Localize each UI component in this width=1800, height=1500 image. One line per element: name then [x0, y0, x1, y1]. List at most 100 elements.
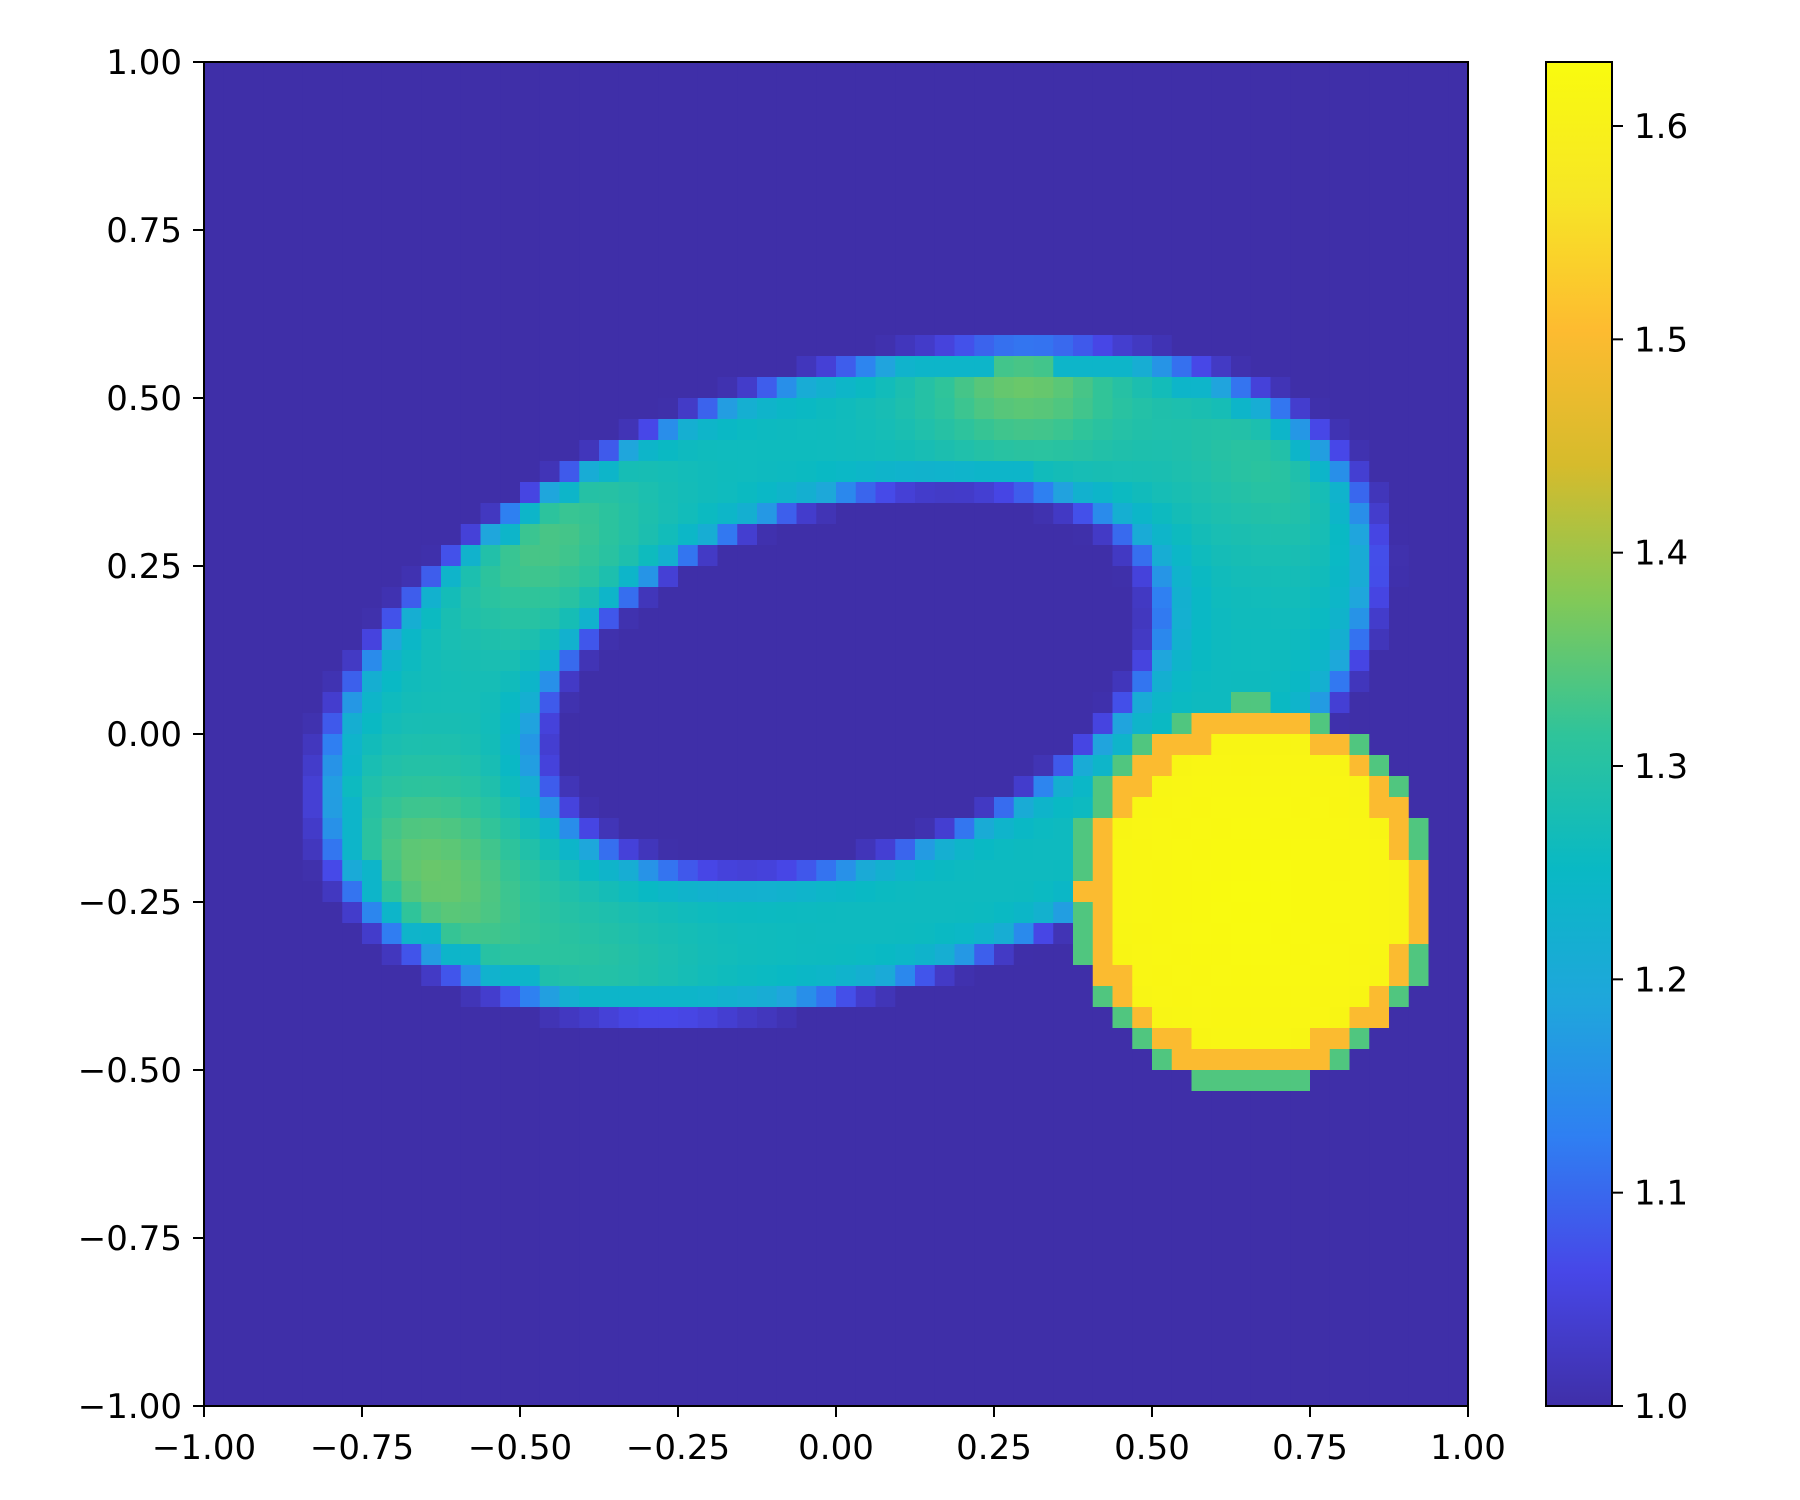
heatmap-cell	[1310, 671, 1331, 693]
heatmap-cell	[1349, 251, 1370, 273]
heatmap-cell	[223, 1007, 245, 1029]
heatmap-cell	[500, 314, 521, 336]
heatmap-cell	[1250, 440, 1272, 462]
heatmap-cell	[1013, 146, 1035, 168]
heatmap-cell	[934, 1112, 956, 1134]
heatmap-cell	[776, 188, 798, 210]
heatmap-cell	[1191, 650, 1212, 672]
heatmap-cell	[1073, 482, 1094, 504]
heatmap-cell	[381, 755, 403, 777]
heatmap-cell	[559, 650, 580, 672]
heatmap-cell	[579, 1259, 600, 1281]
heatmap-cell	[381, 797, 403, 819]
heatmap-cell	[1171, 419, 1193, 441]
heatmap-cell	[1389, 1196, 1410, 1218]
heatmap-cell	[1250, 146, 1272, 168]
heatmap-cell	[1132, 1322, 1153, 1344]
heatmap-cell	[1250, 1322, 1272, 1344]
heatmap-cell	[1191, 293, 1212, 315]
heatmap-cell	[362, 1049, 383, 1071]
heatmap-cell	[480, 713, 501, 735]
heatmap-cell	[579, 1175, 600, 1197]
heatmap-cell	[954, 1070, 975, 1092]
heatmap-cell	[223, 461, 245, 483]
heatmap-cell	[1428, 251, 1449, 273]
heatmap-cell	[204, 986, 225, 1008]
heatmap-cell	[757, 503, 778, 525]
heatmap-cell	[381, 125, 403, 147]
heatmap-cell	[401, 902, 422, 924]
heatmap-cell	[1053, 1112, 1074, 1134]
heatmap-cell	[954, 83, 975, 105]
heatmap-cell	[1349, 1133, 1370, 1155]
heatmap-cell	[322, 1154, 343, 1176]
x-tick-label: 1.00	[1430, 1428, 1506, 1468]
heatmap-cell	[243, 629, 264, 651]
heatmap-cell	[322, 461, 343, 483]
heatmap-cell	[1211, 734, 1232, 756]
heatmap-cell	[915, 713, 936, 735]
heatmap-cell	[855, 818, 877, 840]
heatmap-cell	[1349, 797, 1370, 819]
heatmap-cell	[539, 1154, 561, 1176]
heatmap-cell	[915, 587, 936, 609]
heatmap-cell	[1270, 839, 1291, 861]
heatmap-cell	[1112, 398, 1133, 420]
heatmap-cell	[1270, 419, 1291, 441]
heatmap-cell	[1211, 398, 1232, 420]
heatmap-cell	[697, 293, 719, 315]
heatmap-cell	[974, 629, 995, 651]
heatmap-cell	[283, 713, 304, 735]
heatmap-cell	[480, 272, 501, 294]
heatmap-cell	[1250, 83, 1272, 105]
heatmap-cell	[362, 818, 383, 840]
heatmap-cell	[954, 1196, 975, 1218]
heatmap-cell	[1112, 314, 1133, 336]
heatmap-cell	[1369, 608, 1390, 630]
heatmap-cell	[302, 377, 324, 399]
heatmap-cell	[460, 734, 482, 756]
heatmap-cell	[776, 1070, 798, 1092]
heatmap-cell	[520, 1322, 541, 1344]
heatmap-cell	[757, 1091, 778, 1113]
heatmap-cell	[1448, 986, 1469, 1008]
heatmap-cell	[1349, 1343, 1370, 1365]
heatmap-cell	[559, 1196, 580, 1218]
heatmap-cell	[1408, 1070, 1430, 1092]
heatmap-cell	[559, 146, 580, 168]
heatmap-cell	[994, 1301, 1015, 1323]
heatmap-cell	[460, 671, 482, 693]
heatmap-cell	[895, 713, 916, 735]
heatmap-cell	[1073, 377, 1094, 399]
heatmap-cell	[223, 797, 245, 819]
heatmap-cell	[1132, 692, 1153, 714]
heatmap-cell	[421, 881, 442, 903]
heatmap-cell	[559, 986, 580, 1008]
heatmap-cell	[757, 1343, 778, 1365]
heatmap-cell	[1428, 293, 1449, 315]
heatmap-cell	[934, 986, 956, 1008]
heatmap-cell	[1250, 545, 1272, 567]
heatmap-cell	[737, 377, 758, 399]
heatmap-cell	[1073, 797, 1094, 819]
heatmap-cell	[1290, 839, 1311, 861]
heatmap-cell	[757, 1364, 778, 1386]
heatmap-cell	[1270, 671, 1291, 693]
heatmap-cell	[342, 692, 363, 714]
heatmap-cell	[1152, 293, 1173, 315]
heatmap-cell	[855, 314, 877, 336]
heatmap-cell	[302, 104, 324, 126]
heatmap-cell	[697, 944, 719, 966]
heatmap-cell	[322, 188, 343, 210]
heatmap-cell	[1112, 986, 1133, 1008]
heatmap-cell	[1132, 440, 1153, 462]
heatmap-cell	[1448, 1322, 1469, 1344]
heatmap-cell	[618, 335, 640, 357]
heatmap-cell	[915, 272, 936, 294]
heatmap-cell	[1053, 923, 1074, 945]
heatmap-cell	[579, 1322, 600, 1344]
heatmap-cell	[915, 650, 936, 672]
heatmap-cell	[223, 356, 245, 378]
heatmap-cell	[421, 1028, 442, 1050]
heatmap-cell	[1211, 167, 1232, 189]
